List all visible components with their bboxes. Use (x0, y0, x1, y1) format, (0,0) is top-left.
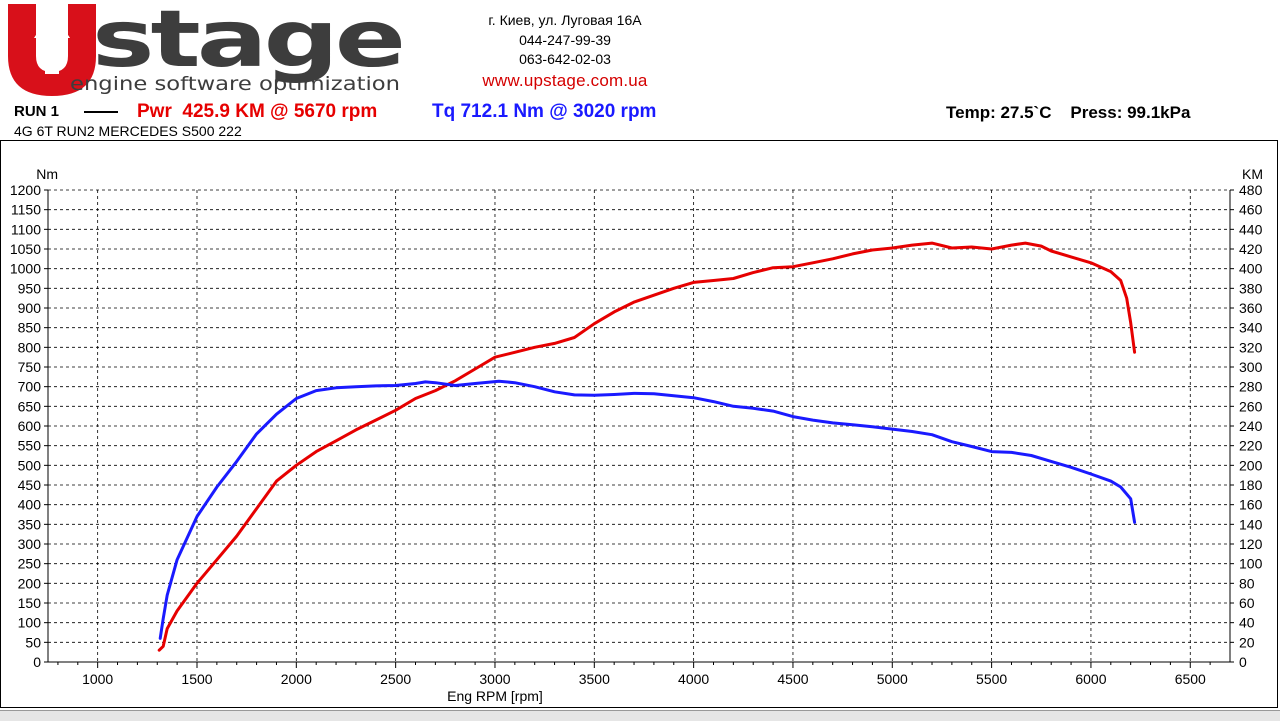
x-tick-label: 2000 (281, 671, 312, 687)
y-left-tick-label: 850 (18, 320, 42, 336)
run-line-swatch (84, 111, 118, 113)
y-left-tick-label: 1000 (10, 261, 41, 277)
y-left-tick-label: 500 (18, 457, 42, 473)
y-left-axis-title: Nm (36, 166, 58, 182)
y-right-tick-label: 420 (1239, 241, 1263, 257)
y-left-tick-label: 700 (18, 379, 42, 395)
y-right-tick-label: 360 (1239, 300, 1263, 316)
y-right-tick-label: 160 (1239, 497, 1263, 513)
bottom-scrollbar (0, 710, 1280, 721)
y-left-tick-label: 400 (18, 497, 42, 513)
y-right-tick-label: 320 (1239, 339, 1263, 355)
y-left-tick-label: 600 (18, 418, 42, 434)
y-left-tick-label: 0 (33, 654, 41, 670)
x-tick-label: 3500 (579, 671, 610, 687)
x-axis-title: Eng RPM [rpm] (447, 688, 543, 704)
y-right-tick-label: 280 (1239, 379, 1263, 395)
y-left-tick-label: 300 (18, 536, 42, 552)
y-right-tick-label: 80 (1239, 575, 1255, 591)
x-tick-label: 4500 (777, 671, 808, 687)
y-left-tick-label: 1050 (10, 241, 41, 257)
y-right-tick-label: 380 (1239, 280, 1263, 296)
y-left-tick-label: 1200 (10, 182, 41, 198)
upstage-logo: stage engine software optimization (8, 4, 405, 96)
logo-brand-text: stage (92, 4, 402, 85)
y-left-tick-label: 800 (18, 339, 42, 355)
y-right-tick-label: 40 (1239, 615, 1255, 631)
logo-tagline: engine software optimization (70, 73, 400, 95)
y-right-tick-label: 140 (1239, 516, 1263, 532)
x-tick-label: 5000 (877, 671, 908, 687)
torque-curve (158, 379, 1137, 640)
power-peak-text: Pwr 425.9 KM @ 5670 rpm (137, 101, 378, 122)
y-left-tick-label: 100 (18, 615, 42, 631)
contact-website[interactable]: www.upstage.com.ua (482, 71, 648, 90)
y-right-tick-label: 180 (1239, 477, 1263, 493)
y-left-tick-label: 350 (18, 516, 42, 532)
y-left-tick-label: 50 (25, 634, 41, 650)
contact-address: г. Киев, ул. Луговая 16А (488, 12, 642, 28)
x-tick-label: 1500 (181, 671, 212, 687)
y-left-tick-label: 250 (18, 556, 42, 572)
x-tick-label: 1000 (82, 671, 113, 687)
y-right-tick-label: 220 (1239, 438, 1263, 454)
contact-phone-1: 044-247-99-39 (519, 32, 611, 48)
x-tick-label: 3000 (479, 671, 510, 687)
y-right-tick-label: 480 (1239, 182, 1263, 198)
chart-frame (0, 140, 1278, 708)
logo-u-mark (8, 4, 96, 96)
x-tick-label: 6000 (1075, 671, 1106, 687)
y-right-tick-label: 340 (1239, 320, 1263, 336)
y-left-tick-label: 650 (18, 398, 42, 414)
y-left-tick-label: 200 (18, 575, 42, 591)
y-right-tick-label: 120 (1239, 536, 1263, 552)
y-left-tick-label: 1100 (11, 221, 41, 237)
y-right-tick-label: 0 (1239, 654, 1247, 670)
y-right-tick-label: 460 (1239, 202, 1263, 218)
vehicle-description: 4G 6T RUN2 MERCEDES S500 222 (14, 123, 242, 139)
y-left-tick-label: 750 (18, 359, 42, 375)
y-left-tick-label: 900 (18, 300, 42, 316)
y-right-tick-label: 400 (1239, 261, 1263, 277)
power-curve (157, 241, 1137, 652)
y-right-tick-label: 260 (1239, 398, 1263, 414)
x-tick-label: 4000 (678, 671, 709, 687)
y-left-tick-label: 1150 (11, 202, 41, 218)
torque-peak-text: Tq 712.1 Nm @ 3020 rpm (432, 101, 657, 122)
y-right-axis-title: KM (1242, 166, 1263, 182)
contact-phone-2: 063-642-02-03 (519, 51, 611, 67)
y-right-tick-label: 20 (1239, 634, 1255, 650)
y-right-tick-label: 100 (1239, 556, 1263, 572)
x-tick-label: 5500 (976, 671, 1007, 687)
run-label: RUN 1 (14, 103, 60, 120)
y-left-tick-label: 150 (18, 595, 42, 611)
y-right-tick-label: 60 (1239, 595, 1255, 611)
x-tick-label: 2500 (380, 671, 411, 687)
conditions-text: Temp: 27.5`C Press: 99.1kPa (946, 103, 1191, 122)
y-right-tick-label: 300 (1239, 359, 1263, 375)
y-right-tick-label: 200 (1239, 457, 1263, 473)
y-right-tick-label: 440 (1239, 221, 1263, 237)
y-left-tick-label: 550 (18, 438, 42, 454)
x-tick-label: 6500 (1175, 671, 1206, 687)
y-left-tick-label: 450 (18, 477, 42, 493)
y-left-tick-label: 950 (18, 280, 42, 296)
y-right-tick-label: 240 (1239, 418, 1263, 434)
